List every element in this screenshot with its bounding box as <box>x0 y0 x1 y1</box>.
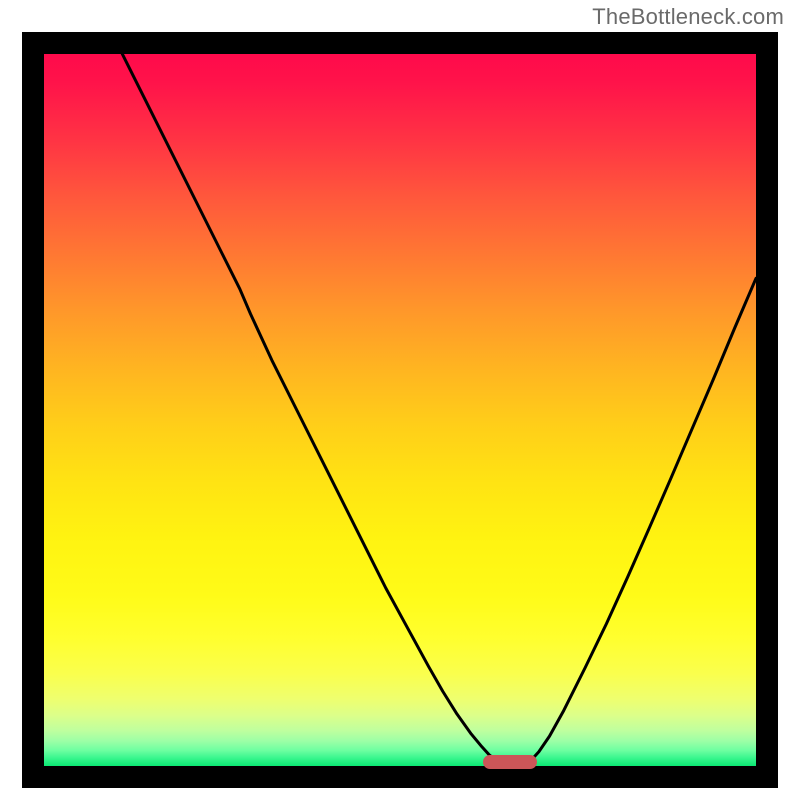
bottleneck-chart: TheBottleneck.com <box>0 0 800 800</box>
bottleneck-marker <box>483 755 537 769</box>
plot-gradient-background <box>44 54 756 766</box>
watermark-label: TheBottleneck.com <box>592 4 784 30</box>
plot-border <box>22 32 778 788</box>
